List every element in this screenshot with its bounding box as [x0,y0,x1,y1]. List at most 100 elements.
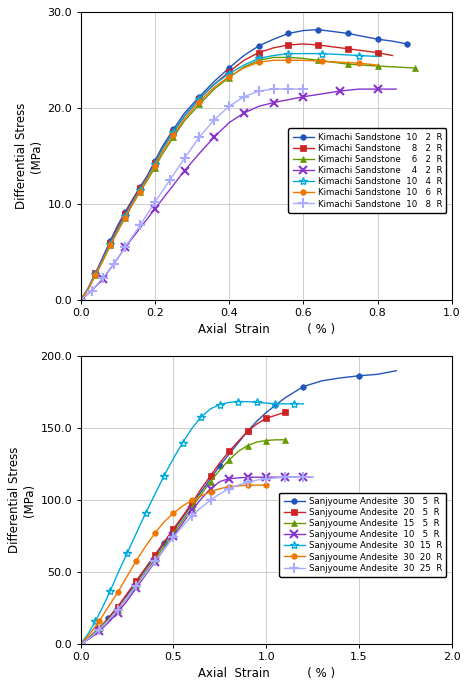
Sanjyoume Andesite  10   5  R [217,477,223,486]
Kimachi Sandstone    6   2  R [345,60,351,68]
Kimachi Sandstone    8   2  R [315,41,321,49]
Kimachi Sandstone  10   8  R [226,103,232,111]
Kimachi Sandstone  10   2  R [315,25,321,34]
Sanjyoume Andesite  30   5  R [134,578,139,586]
Kimachi Sandstone  10   4  R [171,128,176,136]
Kimachi Sandstone    4   2  R [271,98,276,107]
Kimachi Sandstone  10   8  R [286,85,291,93]
Kimachi Sandstone    6   2  R [182,117,187,125]
Kimachi Sandstone  10   2  R [78,296,83,304]
X-axis label: Axial  Strain          ( % ): Axial Strain ( % ) [197,667,335,680]
Sanjyoume Andesite  30  25  R [254,476,260,484]
Sanjyoume Andesite  10   5  R [264,473,269,482]
Line: Kimachi Sandstone    6   2  R: Kimachi Sandstone 6 2 R [78,54,417,303]
Kimachi Sandstone  10   6  R [171,131,176,139]
Sanjyoume Andesite  10   5  R [301,473,306,482]
Sanjyoume Andesite  30   5  R [319,376,325,385]
Sanjyoume Andesite  20   5  R [115,603,121,611]
Kimachi Sandstone  10   2  R [256,42,262,50]
Kimachi Sandstone    6   2  R [92,271,98,279]
Sanjyoume Andesite  20   5  R [189,499,195,507]
Sanjyoume Andesite  10   5  R [96,627,102,635]
Kimachi Sandstone    6   2  R [393,63,399,71]
Sanjyoume Andesite  15   5  R [254,438,260,446]
Kimachi Sandstone    6   2  R [130,200,136,208]
Sanjyoume Andesite  30   5  R [143,566,148,574]
Kimachi Sandstone  10   6  R [197,98,202,106]
Sanjyoume Andesite  30  25  R [301,473,306,482]
Kimachi Sandstone  10   4  R [375,52,380,61]
Kimachi Sandstone    8   2  R [360,47,365,55]
Kimachi Sandstone  10   6  R [271,56,276,65]
Sanjyoume Andesite  20   5  R [134,577,139,585]
Kimachi Sandstone  10   2  R [271,35,276,43]
Kimachi Sandstone  10   4  R [78,296,83,304]
Sanjyoume Andesite  30   5  R [124,591,130,599]
Kimachi Sandstone    4   2  R [301,93,306,101]
Sanjyoume Andesite  20   5  R [171,525,176,533]
Kimachi Sandstone    8   2  R [100,254,106,262]
Kimachi Sandstone  10   6  R [356,59,362,67]
Sanjyoume Andesite  10   5  R [171,532,176,540]
Kimachi Sandstone    6   2  R [360,61,365,69]
Kimachi Sandstone    8   2  R [107,239,113,247]
Sanjyoume Andesite  30   5  R [226,450,232,458]
Sanjyoume Andesite  15   5  R [124,594,130,602]
Sanjyoume Andesite  30  20  R [96,617,102,625]
Kimachi Sandstone  10   6  R [286,56,291,65]
Kimachi Sandstone    8   2  R [115,223,121,231]
Sanjyoume Andesite  30  15  R [217,400,223,409]
Kimachi Sandstone  10   6  R [338,58,343,66]
Sanjyoume Andesite  30  20  R [208,488,213,496]
Kimachi Sandstone  10   8  R [152,198,158,206]
Kimachi Sandstone    8   2  R [256,48,262,56]
Kimachi Sandstone    8   2  R [241,56,247,65]
Kimachi Sandstone    6   2  R [241,63,247,71]
Kimachi Sandstone  10   4  R [92,270,98,279]
Sanjyoume Andesite  15   5  R [171,529,176,537]
Sanjyoume Andesite  30  15  R [85,630,91,638]
Sanjyoume Andesite  30  20  R [152,529,158,537]
Sanjyoume Andesite  20   5  R [235,437,241,445]
Kimachi Sandstone    8   2  R [390,52,395,60]
Sanjyoume Andesite  20   5  R [124,590,130,598]
Sanjyoume Andesite  15   5  R [245,442,250,450]
Sanjyoume Andesite  30  25  R [264,475,269,483]
Kimachi Sandstone  10   6  R [85,286,91,294]
Kimachi Sandstone    8   2  R [85,285,91,293]
Kimachi Sandstone    4   2  R [356,85,362,93]
Sanjyoume Andesite  10   5  R [115,608,121,616]
Sanjyoume Andesite  30   5  R [106,614,111,623]
Kimachi Sandstone  10   8  R [182,154,187,162]
Sanjyoume Andesite  30  15  R [254,398,260,407]
Kimachi Sandstone  10   2  R [92,269,98,277]
Kimachi Sandstone    6   2  R [412,64,417,72]
Sanjyoume Andesite  20   5  R [152,551,158,559]
Kimachi Sandstone    6   2  R [212,85,217,93]
Sanjyoume Andesite  20   5  R [217,459,223,467]
Kimachi Sandstone  10   6  R [241,64,247,72]
Sanjyoume Andesite  10   5  R [87,634,93,643]
Kimachi Sandstone  10   8  R [301,85,306,93]
Line: Kimachi Sandstone    8   2  R: Kimachi Sandstone 8 2 R [78,41,395,303]
Kimachi Sandstone  10   6  R [137,188,143,196]
Sanjyoume Andesite  30   5  R [282,394,287,402]
Sanjyoume Andesite  15   5  R [134,581,139,590]
Sanjyoume Andesite  20   5  R [161,538,167,546]
Sanjyoume Andesite  30  25  R [189,512,195,520]
Kimachi Sandstone    4   2  R [286,96,291,104]
Kimachi Sandstone    6   2  R [330,58,336,66]
Sanjyoume Andesite  10   5  R [152,558,158,566]
Sanjyoume Andesite  30  25  R [87,634,93,642]
Kimachi Sandstone  10   4  R [286,50,291,58]
Sanjyoume Andesite  20   5  R [245,427,250,436]
Sanjyoume Andesite  15   5  R [152,555,158,563]
Kimachi Sandstone    6   2  R [159,150,165,158]
Sanjyoume Andesite  30   5  R [301,383,306,391]
Sanjyoume Andesite  30  25  R [171,533,176,541]
Line: Sanjyoume Andesite  30  15  R: Sanjyoume Andesite 30 15 R [76,398,308,648]
Sanjyoume Andesite  30  15  R [180,438,185,447]
Kimachi Sandstone    8   2  R [159,144,165,153]
Kimachi Sandstone  10   8  R [271,85,276,93]
Kimachi Sandstone  10   8  R [241,93,247,101]
